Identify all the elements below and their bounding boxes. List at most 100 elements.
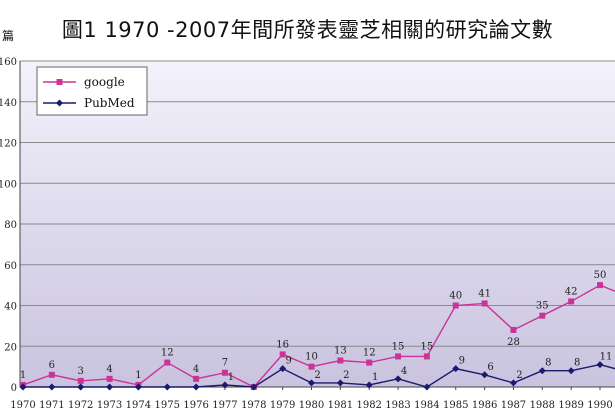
- data-label-google: 15: [392, 341, 405, 352]
- x-tick-label: 1972: [68, 400, 93, 411]
- data-label-google: 40: [449, 291, 462, 302]
- x-tick-label: 1974: [126, 400, 151, 411]
- data-label-pubmed: 2: [516, 370, 522, 381]
- data-label-google: 15: [421, 341, 434, 352]
- data-point-google: [106, 375, 113, 382]
- legend-label-pubmed: PubMed: [84, 96, 135, 110]
- data-point-pubmed: [509, 379, 517, 387]
- data-label-pubmed: 6: [487, 362, 493, 373]
- y-tick-label: 0: [11, 383, 17, 394]
- data-label-google: 12: [161, 348, 174, 359]
- data-point-pubmed: [221, 381, 229, 389]
- data-point-google: [366, 359, 373, 366]
- x-tick-label: 1985: [443, 400, 468, 411]
- y-axis-unit-label: 篇: [2, 29, 15, 43]
- data-point-pubmed: [279, 365, 287, 373]
- y-tick-label: 60: [4, 261, 17, 272]
- data-point-pubmed: [394, 375, 402, 383]
- x-tick-label: 1990: [587, 400, 612, 411]
- data-label-pubmed: 9: [459, 356, 465, 367]
- data-point-pubmed: [134, 383, 142, 391]
- data-point-google: [221, 369, 228, 376]
- data-point-pubmed: [336, 379, 344, 387]
- legend-marker: [56, 79, 63, 85]
- data-point-pubmed: [481, 371, 489, 379]
- legend: [36, 66, 148, 116]
- y-tick-label: 20: [4, 342, 17, 353]
- data-label-pubmed: 1: [372, 372, 378, 383]
- data-point-pubmed: [48, 383, 56, 391]
- data-point-google: [423, 353, 430, 360]
- data-point-pubmed: [452, 365, 460, 373]
- data-label-pubmed: 11: [600, 352, 613, 363]
- data-label-google: 50: [594, 270, 607, 281]
- x-tick-label: 1975: [155, 400, 180, 411]
- x-tick-label: 1984: [414, 400, 439, 411]
- data-point-google: [308, 363, 315, 370]
- x-tick-label: 1981: [328, 400, 353, 411]
- data-point-pubmed: [567, 367, 575, 375]
- series-line-google: [22, 284, 615, 388]
- x-tick-label: 1973: [97, 400, 122, 411]
- data-label-google: 13: [334, 346, 347, 357]
- y-tick-label: 140: [0, 98, 17, 109]
- data-point-pubmed: [192, 383, 200, 391]
- data-point-pubmed: [19, 383, 27, 391]
- data-point-google: [481, 300, 488, 307]
- data-label-pubmed: 4: [401, 366, 407, 377]
- x-tick-label: 1988: [530, 400, 555, 411]
- data-point-pubmed: [365, 381, 373, 389]
- x-tick-label: 1977: [212, 400, 237, 411]
- chart-title: 圖1 1970 -2007年間所發表靈芝相關的研究論文數: [61, 18, 554, 42]
- y-tick-label: 120: [0, 139, 17, 150]
- data-point-google: [568, 298, 575, 305]
- data-point-google: [77, 377, 84, 384]
- y-tick-label: 40: [4, 302, 17, 313]
- data-point-pubmed: [250, 383, 258, 391]
- data-label-pubmed: 2: [314, 370, 320, 381]
- data-label-google: 42: [565, 286, 578, 297]
- data-point-google: [337, 357, 344, 364]
- data-label-google: 16: [276, 339, 289, 350]
- x-tick-label: 1987: [501, 400, 526, 411]
- data-point-google: [452, 302, 459, 309]
- data-point-pubmed: [538, 367, 546, 375]
- y-tick-label: 100: [0, 179, 17, 190]
- x-tick-label: 1976: [183, 400, 208, 411]
- data-label-google: 41: [478, 288, 491, 299]
- y-tick-label: 80: [4, 220, 17, 231]
- data-point-google: [597, 282, 603, 289]
- data-label-pubmed: 8: [545, 358, 551, 369]
- legend-marker: [56, 99, 63, 107]
- legend-label-google: google: [84, 75, 125, 89]
- data-label-pubmed: 9: [285, 356, 291, 367]
- data-point-pubmed: [596, 361, 604, 369]
- y-tick-label: 160: [0, 57, 17, 68]
- data-label-google: 1: [20, 370, 26, 381]
- data-point-google: [395, 353, 402, 360]
- data-label-google: 4: [106, 364, 112, 375]
- series-line-pubmed: [23, 363, 615, 388]
- x-tick-label: 1970: [10, 400, 35, 411]
- data-point-google: [539, 312, 546, 319]
- x-tick-label: 1989: [558, 400, 583, 411]
- data-point-pubmed: [77, 383, 85, 391]
- data-label-pubmed: 1: [228, 372, 234, 383]
- data-label-google: 12: [363, 348, 376, 359]
- x-tick-label: 1980: [299, 400, 324, 411]
- data-label-google: 1: [135, 370, 141, 381]
- data-label-google: 3: [78, 366, 84, 377]
- x-tick-label: 1971: [39, 400, 64, 411]
- data-point-pubmed: [106, 383, 114, 391]
- x-tick-label: 1978: [241, 400, 266, 411]
- x-tick-label: 1979: [270, 400, 295, 411]
- data-point-google: [193, 375, 200, 382]
- x-tick-label: 1982: [356, 400, 381, 411]
- data-point-google: [164, 359, 171, 366]
- x-tick-label: 1983: [385, 400, 410, 411]
- data-label-pubmed: 2: [343, 370, 349, 381]
- data-point-pubmed: [308, 379, 315, 387]
- data-point-pubmed: [423, 383, 431, 391]
- data-label-google: 6: [49, 360, 55, 371]
